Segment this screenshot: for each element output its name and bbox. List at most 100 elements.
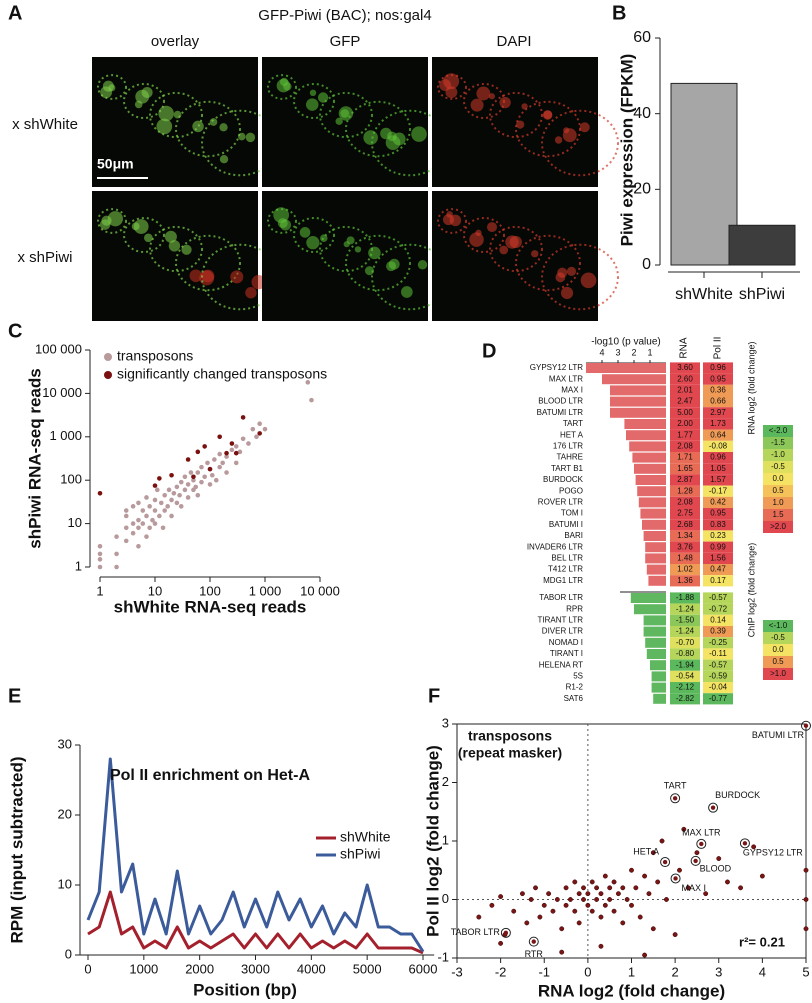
highlight-point <box>699 841 704 847</box>
cell <box>703 670 733 682</box>
cell-value: -2.12 <box>676 683 695 692</box>
cell <box>703 384 733 396</box>
point <box>615 891 621 897</box>
point <box>694 850 700 856</box>
egg-chamber <box>463 217 505 253</box>
point <box>191 477 196 483</box>
bar <box>638 497 666 508</box>
line-series <box>87 890 424 955</box>
scale-label: -0.5 <box>771 462 785 471</box>
y-tick-label: 10 <box>68 515 82 530</box>
point <box>199 479 204 485</box>
nucleus <box>280 77 289 87</box>
cell-value: 2.75 <box>677 509 693 518</box>
cell-value: -0.17 <box>709 486 728 495</box>
cell-value: 2.97 <box>710 408 726 417</box>
point <box>136 543 141 549</box>
point <box>685 885 691 891</box>
point <box>550 908 556 914</box>
point-label: GYPSY12 LTR <box>743 848 803 858</box>
cell <box>670 614 700 626</box>
point <box>602 873 608 879</box>
cell <box>703 575 733 587</box>
point <box>97 490 103 496</box>
x-tick-label: 3000 <box>241 961 270 976</box>
point <box>97 551 103 557</box>
y-tick-label: 100 000 <box>35 341 82 356</box>
column-header: Pol II <box>713 337 724 360</box>
cell <box>670 541 700 553</box>
cell-value: 1.34 <box>677 531 693 540</box>
point <box>489 902 495 908</box>
cell <box>670 362 700 374</box>
scale-cell <box>763 521 793 533</box>
nucleus <box>401 286 413 298</box>
point <box>123 508 129 513</box>
x-tick-label: -3 <box>451 964 463 979</box>
point <box>598 891 604 897</box>
bar <box>646 649 666 659</box>
point <box>624 897 630 902</box>
nucleus <box>566 266 577 277</box>
cell <box>703 637 733 649</box>
nucleus <box>354 246 362 253</box>
x-tick-label: 2000 <box>185 961 214 976</box>
highlight-point <box>672 796 678 801</box>
egg-chamber <box>267 74 297 100</box>
cell <box>670 485 700 497</box>
point <box>157 513 162 519</box>
legend-label: transposons <box>117 348 193 364</box>
cell-value: 2.87 <box>677 475 693 484</box>
cell <box>670 519 700 531</box>
scale-title: RNA log2 (fold change) <box>746 341 756 434</box>
point <box>759 873 765 879</box>
y-tick-label: 1 000 <box>49 428 82 443</box>
cell-value: -0.57 <box>709 660 728 669</box>
point <box>185 495 191 500</box>
point <box>224 470 229 475</box>
point <box>152 497 158 503</box>
cell <box>670 564 700 576</box>
point <box>803 867 809 873</box>
cell <box>670 373 700 385</box>
point <box>169 497 174 503</box>
point <box>97 543 103 549</box>
egg-chamber <box>97 74 127 100</box>
point <box>136 517 141 523</box>
point <box>620 885 626 891</box>
chart-subtitle: (repeat masker) <box>458 745 562 761</box>
point <box>195 449 201 455</box>
row-label: GYPSY12 LTR <box>530 363 583 372</box>
line-series <box>86 757 425 953</box>
nucleus <box>199 270 215 286</box>
scale-label: 0.0 <box>772 645 784 654</box>
point <box>559 926 565 932</box>
point <box>212 457 217 462</box>
cell-value: 0.96 <box>710 453 726 462</box>
point <box>130 521 136 526</box>
row-label: SAT6 <box>564 694 584 703</box>
point <box>672 932 678 938</box>
row-label: HELENA RT <box>539 660 583 669</box>
nucleus <box>557 267 568 278</box>
x-tick-label: 1 <box>647 347 652 357</box>
nucleus <box>392 132 406 146</box>
point <box>233 444 239 449</box>
point <box>559 949 565 955</box>
egg-chamber <box>293 83 335 119</box>
bar <box>651 671 666 682</box>
point <box>262 426 268 432</box>
scale-label: -1.0 <box>771 450 785 459</box>
point-label: RTR <box>525 949 544 959</box>
cell <box>703 693 733 705</box>
bar <box>643 626 666 637</box>
nucleus <box>131 222 140 231</box>
point <box>202 474 207 480</box>
nucleus <box>99 219 111 230</box>
point <box>123 538 129 544</box>
nucleus <box>141 87 153 99</box>
point <box>803 926 809 932</box>
point <box>633 885 639 891</box>
point <box>171 490 177 496</box>
scale-cell <box>763 668 793 680</box>
